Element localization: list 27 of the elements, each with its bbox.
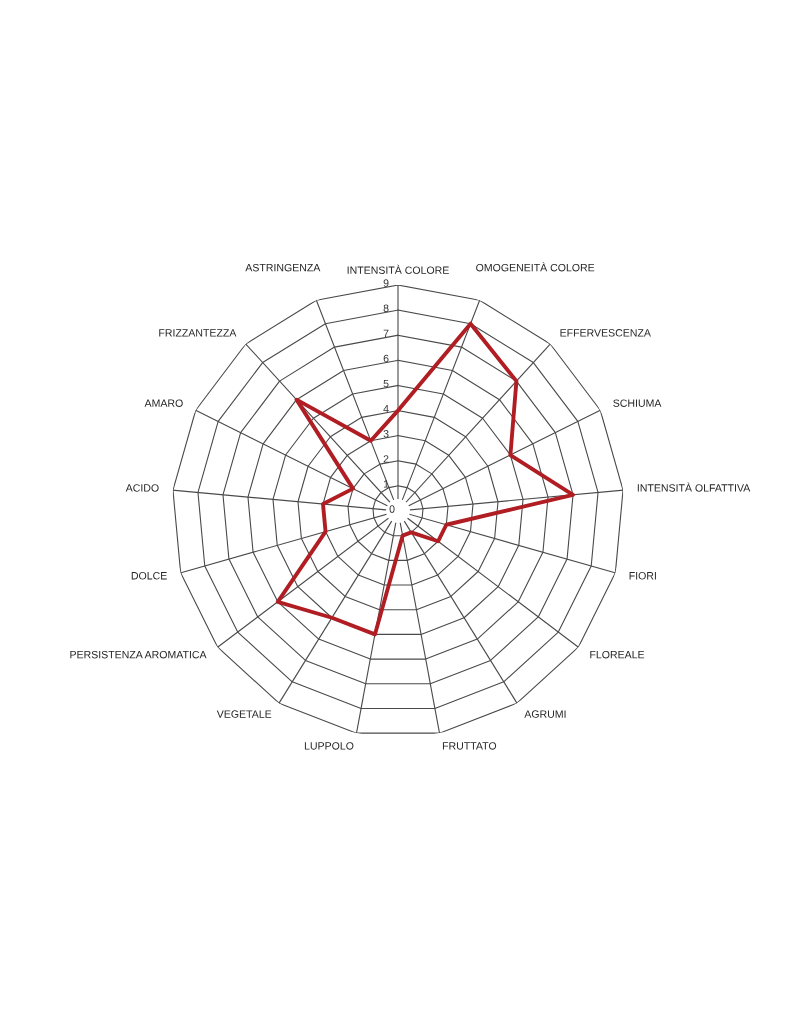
spoke-label: SCHIUMA [613, 399, 662, 407]
spoke-label: FLOREALE [590, 650, 645, 659]
spoke-label: ASTRINGENZA [245, 263, 321, 272]
y-tick-label: 1 [383, 480, 389, 488]
y-tick-label: 5 [383, 379, 389, 388]
spoke-label: INTENSITÀ COLORE [347, 264, 449, 274]
y-tick-label: 6 [383, 354, 389, 363]
y-tick-label: 4 [383, 405, 389, 413]
spoke-label: PERSISTENZA AROMATICA [70, 650, 207, 659]
spoke-label: AGRUMI [524, 710, 566, 718]
spoke-label: LUPPOLO [304, 742, 354, 750]
spoke-label: EFFERVESCENZA [560, 329, 651, 337]
spoke-label: INTENSITÀ OLFATTIVA [637, 482, 751, 492]
spoke-label: OMOGENEITÀ COLORE [476, 262, 595, 272]
y-tick-label: 0 [389, 505, 395, 513]
spoke-label: FRIZZANTEZZA [159, 329, 237, 337]
spoke-label: ACIDO [125, 484, 159, 492]
y-tick-label: 2 [383, 455, 389, 463]
spoke-label: FRUTTATO [442, 742, 497, 750]
spoke-label: DOLCE [131, 572, 167, 580]
y-tick-label: 3 [383, 430, 389, 438]
spoke-label: AMARO [144, 399, 183, 407]
spoke-label: VEGETALE [216, 710, 272, 718]
y-tick-label: 7 [383, 329, 389, 337]
y-tick-label: 8 [383, 304, 389, 312]
y-tick-label: 9 [383, 279, 389, 287]
spoke-label: FIORI [629, 572, 656, 580]
